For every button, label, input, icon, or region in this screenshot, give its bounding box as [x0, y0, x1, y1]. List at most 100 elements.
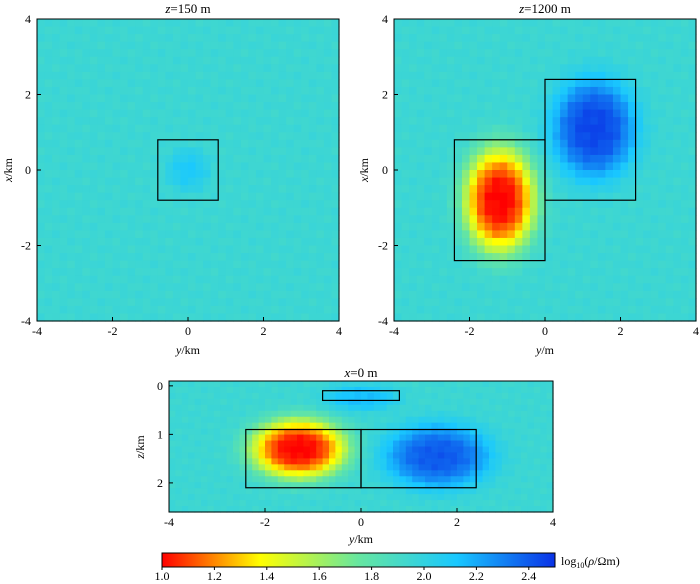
heatmap-cell [303, 422, 311, 430]
heatmap-cell [240, 192, 249, 201]
heatmap-cell [308, 230, 317, 239]
heatmap-cell [331, 117, 340, 126]
heatmap-cell [673, 260, 682, 269]
heatmap-cell [150, 79, 159, 88]
heatmap-cell [277, 446, 285, 454]
heatmap-cell [303, 434, 311, 442]
heatmap-cell [393, 506, 400, 513]
heatmap-cell [271, 71, 280, 80]
heatmap-cell [575, 41, 584, 50]
heatmap-cell [527, 458, 535, 465]
heatmap-cell [165, 200, 174, 209]
heatmap-cell [450, 482, 458, 489]
heatmap-cell [463, 386, 471, 394]
heatmap-cell [240, 109, 249, 118]
x-tick-label: -2 [465, 324, 475, 338]
heatmap-cell [348, 458, 356, 465]
heatmap-cell [239, 500, 247, 507]
heatmap-cell [309, 476, 317, 483]
heatmap-cell [135, 230, 144, 239]
heatmap-cell [201, 446, 208, 454]
heatmap-cell [514, 428, 522, 436]
heatmap-cell [457, 494, 464, 501]
heatmap-cell [367, 446, 375, 454]
heatmap-cell [418, 428, 426, 436]
heatmap-cell [575, 177, 584, 186]
heatmap-cell [218, 94, 227, 103]
heatmap-cell [545, 71, 554, 80]
heatmap-cell [263, 56, 272, 65]
heatmap-cell [477, 56, 486, 65]
heatmap-cell [135, 222, 144, 231]
heatmap-cell [605, 253, 614, 262]
heatmap-cell [507, 147, 516, 156]
heatmap-cell [82, 41, 91, 50]
heatmap-cell [431, 117, 440, 126]
heatmap-cell [354, 494, 362, 501]
heatmap-cell [454, 139, 463, 148]
heatmap-cell [331, 298, 340, 307]
heatmap-cell [673, 19, 682, 28]
heatmap-cell [521, 500, 528, 507]
heatmap-cell [409, 290, 418, 299]
heatmap-cell [301, 200, 310, 209]
heatmap-cell [469, 222, 478, 231]
heatmap-cell [522, 139, 531, 148]
heatmap-cell [450, 506, 458, 513]
heatmap-cell [545, 200, 554, 209]
heatmap-cell [278, 313, 287, 322]
heatmap-cell [323, 170, 333, 179]
heatmap-cell [560, 290, 569, 299]
heatmap-cell [203, 139, 212, 148]
heatmap-cell [489, 482, 496, 489]
heatmap-cell [665, 147, 674, 156]
heatmap-cell [142, 56, 151, 65]
heatmap-cell [233, 260, 242, 269]
heatmap-cell [501, 392, 509, 400]
heatmap-cell [469, 170, 478, 179]
heatmap-cell [597, 207, 606, 216]
heatmap-cell [225, 132, 234, 141]
heatmap-cell [218, 26, 227, 35]
heatmap-cell [409, 71, 418, 80]
heatmap-cell [658, 283, 667, 292]
heatmap-cell [301, 139, 310, 148]
heatmap-cell [401, 237, 410, 247]
heatmap-cell [82, 102, 91, 111]
heatmap-cell [112, 200, 121, 209]
heatmap-cell [454, 177, 463, 186]
heatmap-cell [394, 86, 403, 96]
heatmap-cell [135, 260, 144, 269]
heatmap-cell [263, 132, 272, 141]
heatmap-cell [175, 434, 183, 442]
heatmap-cell [210, 305, 219, 315]
heatmap-cell [380, 458, 388, 465]
heatmap-cell [59, 275, 68, 284]
heatmap-cell [605, 154, 614, 164]
heatmap-cell [401, 305, 410, 315]
heatmap-cell [567, 222, 576, 231]
heatmap-cell [401, 245, 410, 254]
heatmap-cell [469, 500, 477, 507]
heatmap-cell [195, 290, 204, 299]
heatmap-cell [412, 452, 420, 459]
heatmap-cell [476, 446, 484, 454]
heatmap-cell [97, 268, 106, 277]
heatmap-cell [454, 192, 463, 201]
heatmap-cell [454, 313, 463, 322]
heatmap-cell [323, 245, 333, 254]
heatmap-cell [278, 268, 287, 277]
heatmap-cell [680, 215, 690, 224]
heatmap-cell [188, 49, 197, 58]
heatmap-cell [44, 49, 53, 58]
heatmap-cell [424, 102, 433, 111]
heatmap-cell [514, 500, 522, 507]
heatmap-cell [680, 71, 690, 80]
heatmap-cell [104, 109, 114, 118]
heatmap-cell [495, 422, 503, 430]
heatmap-cell [590, 230, 599, 239]
heatmap-cell [309, 446, 317, 454]
heatmap-cell [508, 434, 516, 442]
